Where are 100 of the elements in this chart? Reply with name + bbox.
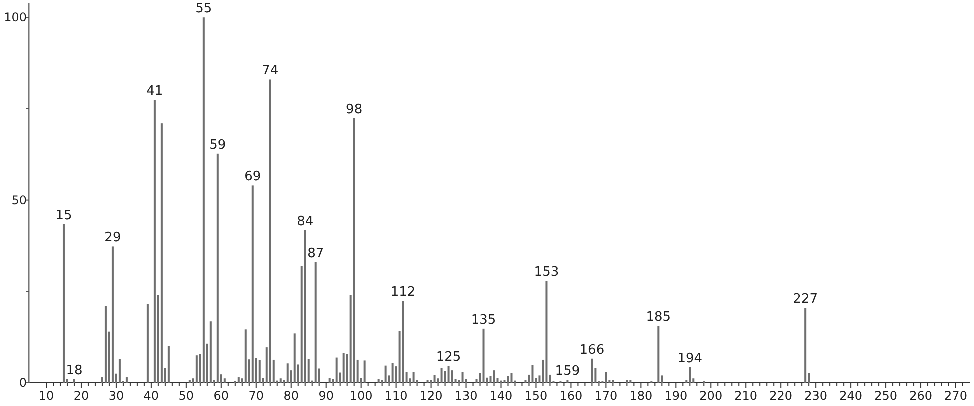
bar <box>304 230 306 383</box>
x-tick-label: 110 <box>384 389 408 403</box>
bar <box>314 262 317 383</box>
annotation: 185 <box>646 310 672 325</box>
bar <box>402 301 404 383</box>
bar <box>384 366 387 383</box>
x-tick-label: 200 <box>700 389 723 403</box>
annotation: 166 <box>580 342 605 358</box>
bar <box>504 380 506 383</box>
x-tick-label: 230 <box>804 389 828 403</box>
bar <box>532 365 534 383</box>
x-tick-label: 70 <box>248 389 264 403</box>
x-tick-label: 80 <box>284 389 299 403</box>
bar <box>154 100 156 383</box>
annotation: 98 <box>346 102 363 118</box>
annotation: 84 <box>297 214 314 230</box>
bar <box>482 328 485 383</box>
bar <box>434 375 436 383</box>
bar <box>591 358 594 383</box>
bar <box>160 124 163 383</box>
bar <box>269 80 272 383</box>
bar <box>804 308 807 383</box>
bar <box>426 380 429 383</box>
bar <box>378 379 380 383</box>
bar <box>448 366 450 383</box>
annotation: 87 <box>308 246 324 262</box>
annotation: 59 <box>210 138 226 153</box>
annotation: 194 <box>678 351 703 366</box>
bar <box>238 378 240 383</box>
x-tick-label: 100 <box>350 389 373 403</box>
bar <box>440 368 443 383</box>
bar <box>188 380 191 383</box>
bar <box>202 18 205 383</box>
bar <box>612 380 614 383</box>
x-tick-label: 30 <box>108 389 124 403</box>
annotation: 153 <box>534 265 560 280</box>
bar <box>412 372 415 383</box>
x-tick-label: 190 <box>664 389 688 403</box>
bar <box>168 346 170 383</box>
bar <box>280 378 282 383</box>
annotation: 74 <box>262 64 279 79</box>
x-tick-label: 180 <box>630 389 653 403</box>
x-tick-label: 240 <box>840 389 863 403</box>
bar <box>112 246 114 383</box>
bar <box>224 378 226 383</box>
bar <box>118 359 121 383</box>
x-tick-label: 60 <box>214 389 230 403</box>
annotation: 15 <box>56 208 72 224</box>
x-tick-label: 220 <box>770 389 793 403</box>
x-tick-label: 90 <box>318 389 334 403</box>
bar <box>392 363 394 383</box>
y-tick-label: 100 <box>4 10 27 25</box>
x-tick-label: 250 <box>874 389 898 403</box>
x-tick-label: 40 <box>144 389 160 403</box>
bar <box>353 118 356 383</box>
bar <box>196 356 198 383</box>
x-tick-label: 20 <box>74 389 90 403</box>
y-tick-label: 0 <box>19 376 27 390</box>
bar <box>294 334 296 383</box>
bar <box>73 379 76 383</box>
bar <box>286 364 289 383</box>
bar <box>328 378 331 383</box>
bar <box>62 224 65 383</box>
bar <box>342 353 345 383</box>
bar <box>252 186 254 383</box>
bar <box>507 376 510 383</box>
x-tick-label: 270 <box>944 389 968 403</box>
x-tick-label: 260 <box>910 389 932 403</box>
annotation: 159 <box>555 364 580 380</box>
annotation: 125 <box>436 350 462 366</box>
bar <box>605 372 608 383</box>
bar <box>626 380 628 383</box>
bar <box>244 330 247 383</box>
annotation: 227 <box>793 292 818 308</box>
bar <box>126 378 128 383</box>
bar <box>336 358 338 383</box>
bar <box>258 360 261 383</box>
annotation: 112 <box>390 285 416 300</box>
x-tick-label: 160 <box>560 389 583 403</box>
annotation: 69 <box>244 170 262 185</box>
bar <box>146 304 149 383</box>
bar <box>210 322 212 383</box>
x-tick-label: 120 <box>420 389 443 403</box>
bar <box>630 380 632 383</box>
bar <box>546 281 548 383</box>
bar <box>566 380 569 383</box>
bar <box>462 372 464 383</box>
bar <box>216 154 219 383</box>
bar <box>689 367 692 383</box>
x-tick-label: 50 <box>178 389 194 403</box>
bar <box>658 326 660 383</box>
x-tick-label: 10 <box>38 389 54 403</box>
x-tick-label: 210 <box>734 389 758 403</box>
annotation: 41 <box>146 84 164 100</box>
x-tick-label: 170 <box>594 389 618 403</box>
annotation: 55 <box>196 2 212 17</box>
bar <box>364 360 366 383</box>
x-tick-label: 140 <box>490 389 513 403</box>
annotation: 29 <box>104 230 122 246</box>
x-tick-label: 150 <box>524 389 548 403</box>
